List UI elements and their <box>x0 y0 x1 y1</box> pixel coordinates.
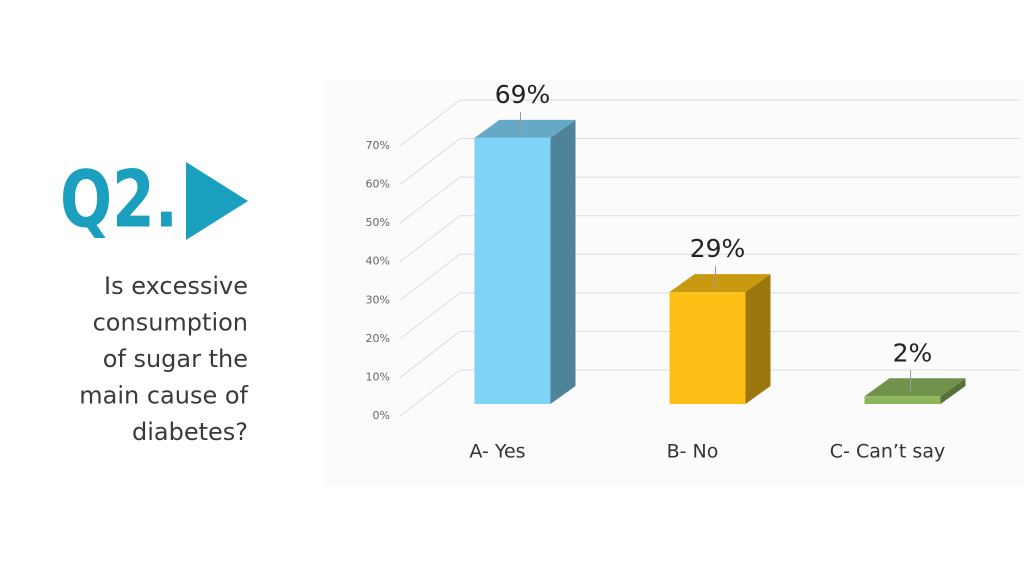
question-text: consumption <box>93 309 248 337</box>
grid-line <box>399 176 461 224</box>
question-text: main cause of <box>79 382 248 410</box>
bar-top <box>474 119 576 138</box>
x-tick-label: C- Can’t say <box>830 441 945 463</box>
grid-line <box>399 99 461 147</box>
y-tick-label: 10% <box>366 370 390 383</box>
bar-side <box>940 378 966 404</box>
bar <box>669 292 746 404</box>
question-number: Q2. <box>60 155 178 245</box>
x-tick-label: A- Yes <box>469 441 525 463</box>
grid-line <box>399 253 461 301</box>
value-label: 2% <box>893 338 933 367</box>
bar-side <box>745 274 771 404</box>
question-text: of sugar the <box>103 345 248 373</box>
bar-top <box>669 274 771 293</box>
question-text: diabetes? <box>132 418 248 446</box>
grid-line <box>399 215 461 263</box>
grid-line <box>399 292 461 340</box>
bar-side <box>550 119 576 404</box>
bar <box>864 396 941 404</box>
y-tick-label: 0% <box>373 409 390 422</box>
y-tick-label: 60% <box>366 178 390 191</box>
grid-line <box>399 331 461 378</box>
grid-line <box>399 138 461 185</box>
value-label: 29% <box>690 234 746 263</box>
bar <box>474 137 551 404</box>
x-tick-label: B- No <box>667 441 719 463</box>
grid-line <box>399 369 461 417</box>
value-label: 69% <box>495 80 551 109</box>
y-tick-label: 40% <box>366 255 390 268</box>
y-tick-label: 70% <box>366 139 390 152</box>
y-tick-label: 30% <box>366 293 390 306</box>
question-text: Is excessive <box>104 272 248 300</box>
y-tick-label: 20% <box>366 332 390 345</box>
y-tick-label: 50% <box>366 216 390 229</box>
play-icon <box>186 162 248 240</box>
chart-background <box>325 80 1024 485</box>
bar-top <box>864 378 966 397</box>
